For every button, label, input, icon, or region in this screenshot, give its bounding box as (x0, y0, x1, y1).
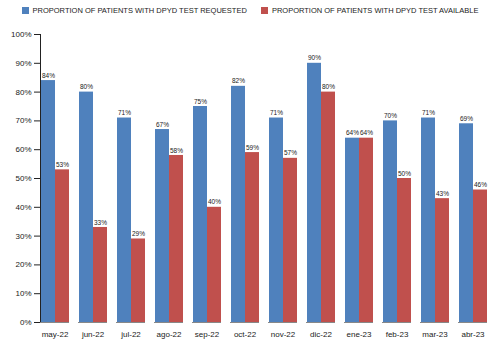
svg-text:43%: 43% (436, 190, 449, 197)
svg-text:82%: 82% (232, 77, 245, 84)
svg-text:oct-22: oct-22 (234, 330, 257, 339)
svg-text:59%: 59% (246, 144, 259, 151)
svg-text:nov-22: nov-22 (271, 330, 296, 339)
svg-text:ago-22: ago-22 (157, 330, 182, 339)
svg-text:64%: 64% (360, 129, 373, 136)
svg-text:jun-22: jun-22 (81, 330, 105, 339)
svg-text:67%: 67% (156, 121, 169, 128)
svg-text:50%: 50% (398, 170, 411, 177)
svg-text:71%: 71% (118, 109, 131, 116)
svg-text:feb-23: feb-23 (386, 330, 409, 339)
svg-text:sep-22: sep-22 (195, 330, 220, 339)
svg-text:dic-22: dic-22 (310, 330, 332, 339)
svg-text:80%: 80% (322, 83, 335, 90)
svg-text:50%: 50% (15, 174, 31, 183)
svg-text:69%: 69% (460, 115, 473, 122)
html-text:PROPORTION OF PATIENTS WITH DP: PROPORTION OF PATIENTS WITH DPYD TEST RE… (32, 5, 247, 15)
svg-text:may-22: may-22 (42, 330, 69, 339)
svg-text:abr-23: abr-23 (461, 330, 485, 339)
svg-text:ene-23: ene-23 (347, 330, 372, 339)
svg-text:90%: 90% (15, 59, 31, 68)
svg-text:30%: 30% (15, 232, 31, 241)
svg-text:60%: 60% (15, 145, 31, 154)
svg-text:90%: 90% (308, 54, 321, 61)
svg-text:40%: 40% (15, 203, 31, 212)
svg-text:mar-23: mar-23 (422, 330, 448, 339)
svg-text:70%: 70% (15, 116, 31, 125)
svg-text:40%: 40% (208, 198, 221, 205)
svg-text:71%: 71% (422, 109, 435, 116)
svg-text:53%: 53% (56, 161, 69, 168)
svg-text:64%: 64% (346, 129, 359, 136)
svg-text:0%: 0% (20, 318, 32, 327)
svg-text:jul-22: jul-22 (120, 330, 141, 339)
svg-text:100%: 100% (11, 30, 31, 39)
svg-text:46%: 46% (474, 181, 487, 188)
svg-text:70%: 70% (384, 112, 397, 119)
svg-text:80%: 80% (80, 83, 93, 90)
svg-text:57%: 57% (284, 149, 297, 156)
svg-text:10%: 10% (15, 289, 31, 298)
svg-text:75%: 75% (194, 98, 207, 105)
svg-text:80%: 80% (15, 88, 31, 97)
svg-text:71%: 71% (270, 109, 283, 116)
html-text:PROPORTION OF PATIENTS WITH DP: PROPORTION OF PATIENTS WITH DPYD TEST AV… (271, 5, 479, 15)
svg-text:84%: 84% (42, 72, 55, 79)
svg-text:20%: 20% (15, 260, 31, 269)
svg-text:33%: 33% (94, 219, 107, 226)
svg-text:58%: 58% (170, 147, 183, 154)
svg-text:29%: 29% (132, 230, 145, 237)
